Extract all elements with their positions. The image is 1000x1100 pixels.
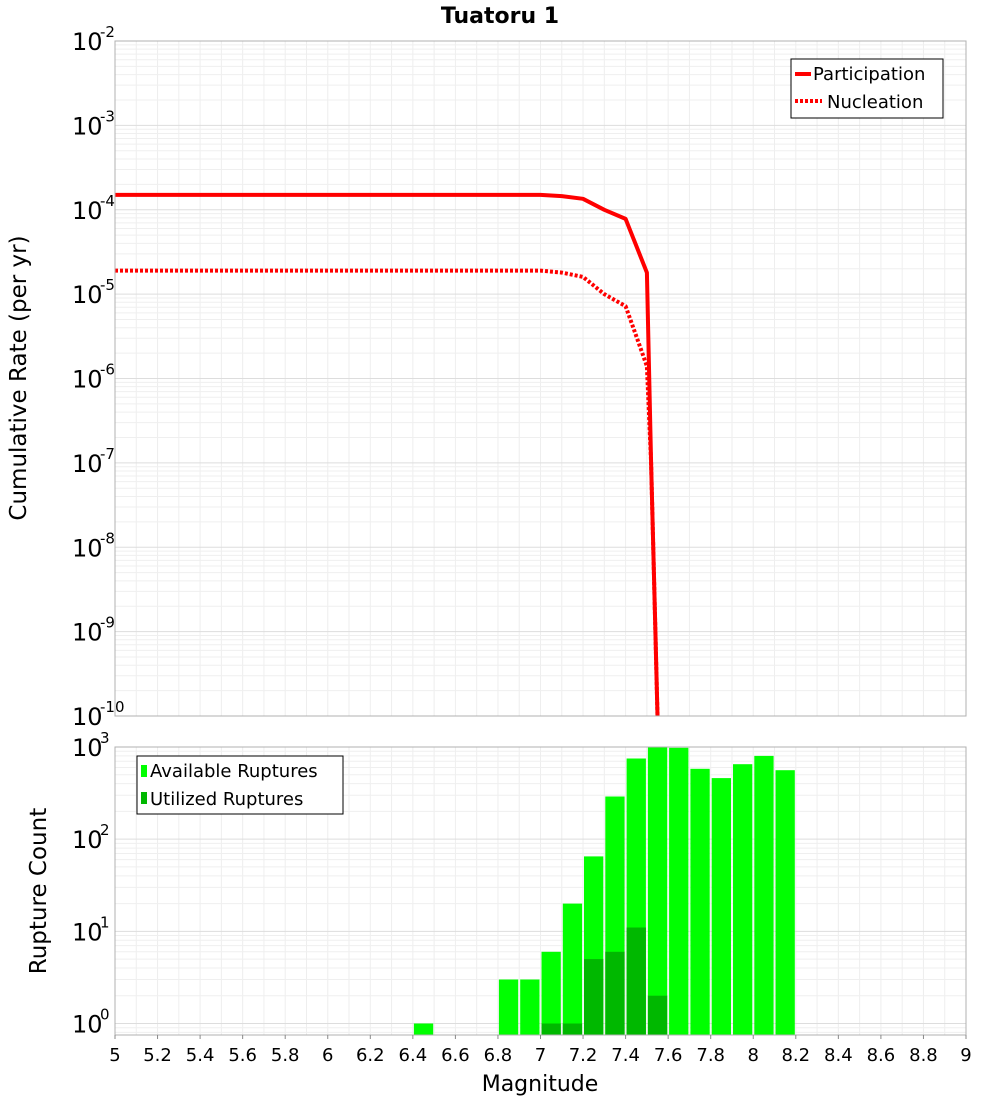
bar-available bbox=[498, 979, 519, 1035]
bottom-bars bbox=[413, 747, 795, 1035]
x-tick-label: 8 bbox=[748, 1045, 759, 1066]
bar-available bbox=[562, 903, 583, 1035]
x-tick-label: 6.6 bbox=[441, 1045, 470, 1066]
x-tick-label: 5 bbox=[109, 1045, 120, 1066]
x-tick-label: 5.8 bbox=[271, 1045, 300, 1066]
x-tick-label: 7.4 bbox=[611, 1045, 640, 1066]
bottom-y-tick-label: 10 bbox=[72, 1010, 103, 1038]
x-tick-label: 5.4 bbox=[186, 1045, 215, 1066]
x-tick-label: 5.2 bbox=[143, 1045, 172, 1066]
x-tick-label: 7.8 bbox=[696, 1045, 725, 1066]
x-tick-label: 8.2 bbox=[781, 1045, 810, 1066]
legend-label-nucleation: Nucleation bbox=[827, 92, 923, 113]
top-y-tick-label: 10 bbox=[72, 366, 103, 394]
top-y-tick-label: 10 bbox=[72, 534, 103, 562]
bar-available bbox=[413, 1023, 434, 1035]
x-tick-label: 8.4 bbox=[824, 1045, 853, 1066]
top-y-tick-exponent: -8 bbox=[100, 529, 115, 547]
x-tick-labels: 5 5.2 5.4 5.6 5.8 6 6.2 6.4 6.6 6.8 7 7.2 7.4 7.6 7.8 8… bbox=[109, 1035, 972, 1066]
top-gridlines bbox=[114, 40, 967, 717]
bar-available bbox=[711, 778, 731, 1035]
top-y-axis-label: Cumulative Rate (per yr) bbox=[6, 235, 32, 520]
bottom-y-tick-label: 10 bbox=[72, 826, 103, 854]
x-tick-label: 8.6 bbox=[867, 1045, 896, 1066]
top-y-tick-label: 10 bbox=[72, 281, 103, 309]
bar-available bbox=[541, 951, 561, 1035]
bar-available bbox=[520, 979, 540, 1035]
legend-label-available: Available Ruptures bbox=[150, 761, 318, 782]
top-plot-frame bbox=[114, 40, 967, 717]
bar-available bbox=[775, 770, 795, 1035]
bottom-y-tick-exponent: 2 bbox=[100, 821, 110, 839]
x-tick-label: 9 bbox=[960, 1045, 971, 1066]
top-y-tick-label: 10 bbox=[72, 197, 103, 225]
bar-available bbox=[669, 747, 689, 1035]
bar-available bbox=[690, 768, 710, 1035]
bottom-y-tick-exponent: 3 bbox=[100, 729, 110, 747]
chart-title: Tuatoru 1 bbox=[441, 4, 559, 29]
bar-utilized bbox=[605, 951, 625, 1035]
bottom-y-axis-label: Rupture Count bbox=[26, 808, 52, 974]
bottom-y-tick-label: 10 bbox=[72, 734, 103, 762]
legend-label-participation: Participation bbox=[813, 64, 925, 85]
bottom-y-tick-exponent: 1 bbox=[100, 913, 110, 931]
bar-utilized bbox=[562, 1023, 583, 1035]
x-tick-label: 7.2 bbox=[569, 1045, 598, 1066]
top-series-lines bbox=[115, 192, 660, 716]
bar-available bbox=[754, 755, 774, 1035]
top-y-tick-exponent: -9 bbox=[100, 614, 115, 632]
top-legend-box bbox=[790, 58, 944, 119]
series-line-nucleation bbox=[115, 268, 660, 716]
top-y-tick-exponent: -5 bbox=[100, 276, 115, 294]
x-tick-label: 6 bbox=[322, 1045, 333, 1066]
bottom-legend-box bbox=[136, 755, 344, 815]
bar-available bbox=[733, 764, 753, 1035]
bar-utilized bbox=[626, 927, 646, 1035]
bar-utilized bbox=[584, 959, 604, 1035]
x-tick-label: 7 bbox=[535, 1045, 546, 1066]
top-y-tick-exponent: -4 bbox=[100, 192, 115, 210]
x-tick-label: 6.2 bbox=[356, 1045, 385, 1066]
bottom-y-tick-label: 10 bbox=[72, 918, 103, 946]
top-legend: Participation Nucleation bbox=[790, 58, 944, 119]
top-y-tick-label: 10 bbox=[72, 112, 103, 140]
bar-utilized bbox=[541, 1023, 561, 1035]
bottom-legend: Available Ruptures Utilized Ruptures bbox=[136, 755, 344, 815]
x-tick-label: 7.6 bbox=[654, 1045, 683, 1066]
legend-label-utilized: Utilized Ruptures bbox=[150, 789, 303, 810]
x-axis-label: Magnitude bbox=[482, 1072, 599, 1097]
top-y-tick-exponent: -2 bbox=[100, 23, 115, 41]
x-tick-label: 6.8 bbox=[484, 1045, 513, 1066]
legend-swatch-available bbox=[141, 765, 147, 777]
top-y-tick-exponent: -10 bbox=[100, 698, 125, 716]
x-tick-label: 5.6 bbox=[228, 1045, 257, 1066]
legend-swatch-utilized bbox=[141, 792, 147, 804]
top-y-tick-exponent: -3 bbox=[100, 107, 115, 125]
top-y-tick-label: 10 bbox=[72, 28, 103, 56]
top-y-tick-label: 10 bbox=[72, 450, 103, 478]
bottom-y-tick-exponent: 0 bbox=[100, 1005, 110, 1023]
top-y-tick-exponent: -7 bbox=[100, 445, 115, 463]
top-y-tick-label: 10 bbox=[72, 619, 103, 647]
top-y-tick-exponent: -6 bbox=[100, 361, 115, 379]
x-tick-label: 6.4 bbox=[399, 1045, 428, 1066]
bar-utilized bbox=[647, 995, 668, 1035]
top-y-tick-label: 10 bbox=[72, 703, 103, 731]
x-tick-label: 8.8 bbox=[909, 1045, 938, 1066]
bar-available bbox=[647, 747, 668, 1035]
